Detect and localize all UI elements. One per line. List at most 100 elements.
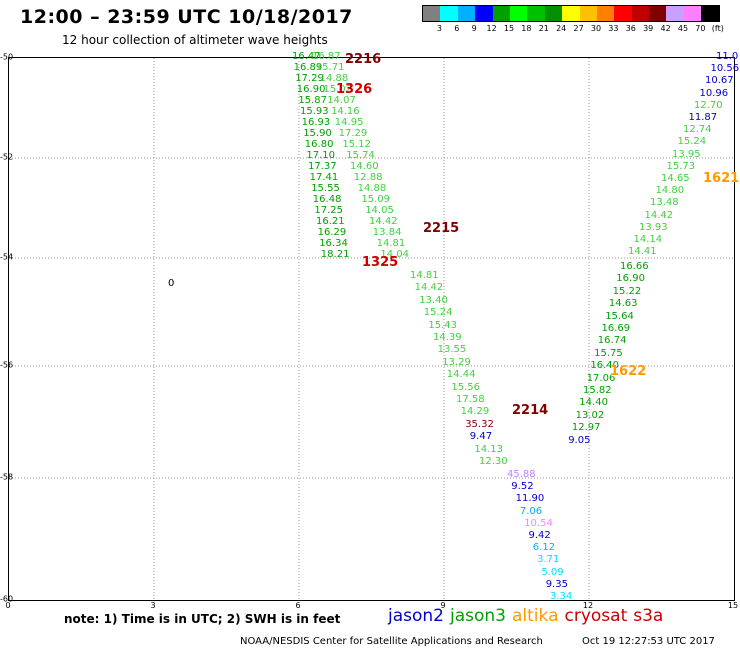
- wave-height-value: 17.29: [338, 128, 368, 139]
- wave-height-value: 16.69: [601, 323, 631, 334]
- satellite-altika: altika: [512, 606, 559, 626]
- wave-height-value: 16.66: [620, 261, 649, 272]
- wave-height-value: 15.82: [583, 385, 612, 396]
- wave-height-value: 12.74: [683, 124, 712, 136]
- pass-time-label: 1326: [336, 82, 373, 97]
- wave-height-value: 10.67: [705, 75, 734, 87]
- wave-height-value: 35.32: [465, 418, 494, 430]
- wave-height-value: 16.89: [293, 62, 323, 73]
- latitude-label: -60: [0, 594, 14, 604]
- wave-height-value: 13.84: [372, 227, 402, 238]
- map-title: 12:00 – 23:59 UTC 10/18/2017: [20, 6, 353, 28]
- satellite-legend: jason2 jason3 altika cryosat s3a: [388, 606, 669, 626]
- wave-height-value: 14.81: [410, 270, 439, 281]
- scale-label: 39: [643, 24, 654, 33]
- wave-height-value: 6.12: [532, 542, 556, 554]
- scale-swatch: [701, 6, 719, 21]
- wave-height-value: 15.93: [300, 106, 329, 117]
- scale-label: 3: [436, 24, 442, 33]
- wave-height-value: 13.29: [442, 356, 471, 368]
- color-scale: 3 6 9 12 15 18 21 24 27 30 33 36 39 42 45 70 (ft): [422, 5, 724, 34]
- scale-swatch: [475, 6, 493, 21]
- pass-time-label: 2215: [423, 221, 460, 236]
- scale-label: (ft): [711, 24, 724, 33]
- scale-label: 27: [573, 24, 584, 33]
- wave-height-value: 13.95: [672, 148, 701, 160]
- map-subtitle: 12 hour collection of altimeter wave hei…: [62, 33, 328, 47]
- scale-label: 30: [590, 24, 602, 33]
- wave-height-value: 15.87: [298, 95, 328, 106]
- scale-swatch: [457, 6, 476, 21]
- wave-height-value: 15.24: [677, 136, 707, 148]
- wave-height-value: 12.88: [353, 172, 383, 183]
- scale-swatch: [509, 6, 528, 21]
- longitude-label: 12: [582, 601, 594, 610]
- wave-height-value: 15.55: [311, 183, 340, 194]
- scale-label: 15: [503, 24, 515, 33]
- wave-height-value: 14.60: [350, 161, 379, 172]
- wave-height-value: 15.24: [423, 307, 453, 319]
- wave-height-value: 45.88: [507, 469, 536, 480]
- latitude-label: -56: [0, 360, 14, 370]
- wave-height-value: 14.14: [633, 234, 663, 245]
- wave-height-value: 17.06: [586, 372, 616, 384]
- wave-height-value: 14.88: [357, 183, 387, 194]
- wave-height-value: 16.40: [590, 360, 620, 372]
- wave-height-value: 14.16: [331, 106, 360, 117]
- wave-height-value: 15.71: [315, 62, 345, 73]
- wave-height-value: 14.41: [628, 246, 657, 258]
- wave-height-value: 10.96: [699, 87, 729, 99]
- color-scale-swatches: [422, 5, 720, 22]
- wave-height-value: 17.29: [295, 73, 324, 84]
- wave-height-value: 9.47: [469, 431, 493, 443]
- scale-label: 12: [486, 24, 497, 33]
- pass-time-label: 2216: [345, 52, 382, 67]
- wave-height-value: 14.40: [579, 397, 608, 409]
- wave-height-value: 15.64: [605, 310, 634, 322]
- wave-height-value: 16.34: [319, 238, 348, 249]
- wave-height-value: 14.65: [661, 173, 690, 184]
- longitude-label: 15: [727, 601, 739, 610]
- wave-height-value: 13.93: [639, 221, 668, 233]
- wave-height-value: 13.02: [575, 409, 605, 421]
- wave-height-value: 14.81: [376, 238, 406, 249]
- wave-height-value: 9.42: [528, 530, 551, 541]
- wave-height-value: 17.10: [306, 150, 336, 161]
- wave-height-value: 16.90: [296, 84, 326, 95]
- satellite-s3a: s3a: [633, 606, 664, 626]
- wave-height-value: 17.58: [456, 394, 485, 405]
- map-plot-area: [8, 57, 735, 601]
- longitude-label: 0: [5, 601, 11, 610]
- pass-time-label: 2214: [512, 403, 549, 418]
- wave-height-value: 16.74: [597, 335, 627, 347]
- footer-credit: NOAA/NESDIS Center for Satellite Applica…: [240, 636, 543, 647]
- scale-swatch: [562, 6, 580, 21]
- wave-height-value: 13.48: [650, 197, 679, 209]
- wave-height-value: 16.87: [312, 51, 341, 62]
- wave-height-value: 14.42: [644, 209, 674, 221]
- latitude-label: -52: [0, 152, 14, 162]
- latitude-label: -54: [0, 252, 14, 262]
- scale-label: 36: [625, 24, 636, 33]
- wave-height-value: 5.09: [541, 566, 564, 578]
- scale-label: 70: [695, 24, 706, 33]
- wave-height-value: 16.47: [292, 51, 321, 62]
- wave-height-value: 14.63: [608, 298, 638, 310]
- scale-swatch: [649, 6, 667, 21]
- scale-swatch: [666, 6, 684, 21]
- footer-timestamp: Oct 19 12:27:53 UTC 2017: [582, 636, 715, 647]
- scale-swatch: [596, 6, 615, 21]
- scale-swatch: [544, 6, 563, 21]
- wave-height-value: 14.42: [414, 282, 444, 294]
- wave-height-value: 7.06: [519, 505, 543, 517]
- wave-height-value: 15.12: [342, 139, 372, 150]
- scale-label: 42: [660, 24, 671, 33]
- satellite-cryosat: cryosat: [564, 606, 628, 626]
- scale-label: 18: [521, 24, 532, 33]
- wave-height-value: 17.25: [314, 205, 344, 216]
- pass-time-label: 1325: [362, 255, 399, 270]
- scale-swatch: [527, 6, 545, 21]
- wave-height-value: 15.73: [666, 160, 696, 172]
- longitude-label: 3: [150, 601, 156, 610]
- longitude-label: 6: [295, 601, 301, 610]
